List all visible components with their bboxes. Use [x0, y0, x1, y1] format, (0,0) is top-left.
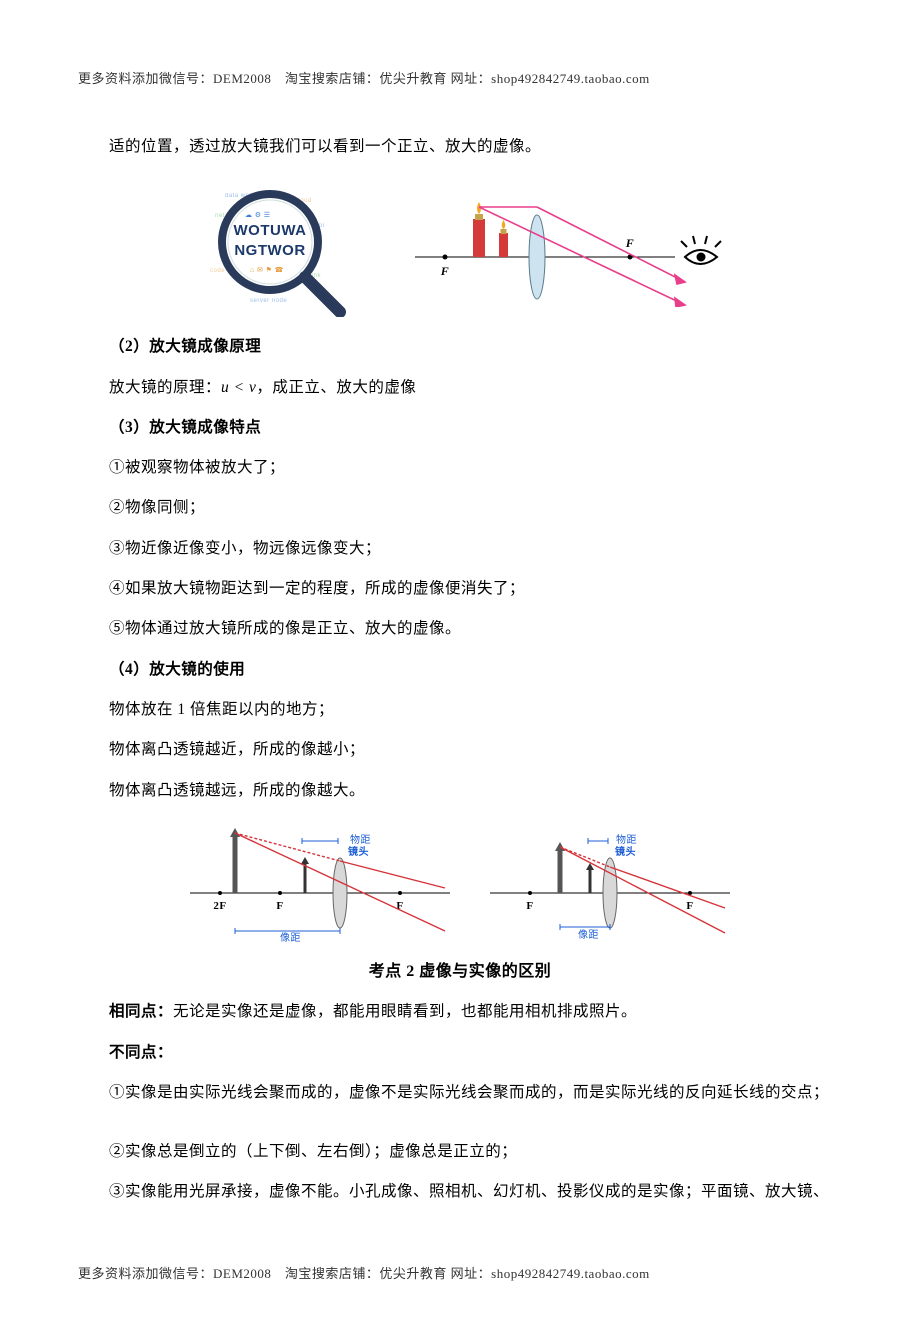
svg-text:F: F — [440, 264, 450, 278]
lens-diagram-left: 2F F F 物距 镜头 — [190, 823, 450, 943]
svg-text:net: net — [215, 213, 225, 219]
svg-text:NGTWOR: NGTWOR — [234, 242, 305, 259]
svg-text:WOTUWA: WOTUWA — [234, 222, 307, 239]
svg-text:镜头: 镜头 — [615, 845, 636, 858]
svg-text:F: F — [276, 900, 283, 912]
section-2-body: 放大镜的原理：u < v，成正立、放大的虚像 — [78, 368, 842, 408]
sec3-item-1: ①被观察物体被放大了； — [78, 448, 842, 488]
svg-text:物距: 物距 — [350, 833, 371, 846]
section-4-title: （4）放大镜的使用 — [78, 650, 842, 690]
diff-item-2: ②实像总是倒立的（上下倒、左右倒）；虚像总是正立的； — [78, 1132, 842, 1172]
svg-text:server node: server node — [250, 298, 287, 304]
sec4-item-1: 物体放在 1 倍焦距以内的地方； — [78, 690, 842, 730]
magnifier-illustration: data web cloud net api code link server … — [195, 177, 365, 317]
diff-item-3: ③实像能用光屏承接，虚像不能。小孔成像、照相机、幻灯机、投影仪成的是实像；平面镜… — [78, 1172, 842, 1212]
same-point-line: 相同点：无论是实像还是虚像，都能用眼睛看到，也都能用相机排成照片。 — [78, 992, 842, 1032]
sec4-item-3: 物体离凸透镜越远，所成的像越大。 — [78, 771, 842, 811]
sec4-item-2: 物体离凸透镜越近，所成的像越小； — [78, 730, 842, 770]
svg-text:F: F — [625, 236, 635, 250]
sec3-item-3: ③物近像近像变小，物远像远像变大； — [78, 529, 842, 569]
svg-text:code: code — [210, 268, 225, 274]
svg-text:像距: 像距 — [578, 929, 599, 941]
svg-text:像距: 像距 — [280, 932, 301, 943]
sec3-item-2: ②物像同侧； — [78, 488, 842, 528]
page-footer: 更多资料添加微信号：DEM2008 淘宝搜索店铺：优尖升教育 网址：shop49… — [78, 1263, 842, 1282]
svg-text:☁ ⚙ ☰: ☁ ⚙ ☰ — [245, 211, 271, 219]
intro-line: 适的位置，透过放大镜我们可以看到一个正立、放大的虚像。 — [78, 127, 842, 167]
svg-text:2F: 2F — [213, 900, 226, 912]
diff-item-1: ①实像是由实际光线会聚而成的，虚像不是实际光线会聚而成的，而是实际光线的反向延长… — [78, 1073, 842, 1113]
sec3-item-4: ④如果放大镜物距达到一定的程度，所成的虚像便消失了； — [78, 569, 842, 609]
kaodian-2-title: 考点 2 虚像与实像的区别 — [78, 951, 842, 993]
svg-text:F: F — [686, 900, 693, 912]
figure-1-row: data web cloud net api code link server … — [78, 177, 842, 317]
diff-point-label: 不同点： — [78, 1033, 842, 1073]
lens-ray-diagram: F F — [415, 187, 725, 307]
page-header: 更多资料添加微信号：DEM2008 淘宝搜索店铺：优尖升教育 网址：shop49… — [78, 68, 842, 87]
sec3-item-5: ⑤物体通过放大镜所成的像是正立、放大的虚像。 — [78, 609, 842, 649]
svg-text:物距: 物距 — [616, 833, 637, 846]
virtual-image-candle — [473, 202, 485, 257]
svg-text:F: F — [526, 900, 533, 912]
section-3-title: （3）放大镜成像特点 — [78, 408, 842, 448]
figure-2-row: 2F F F 物距 镜头 — [78, 823, 842, 943]
object-candle — [499, 220, 508, 257]
eye-icon — [681, 236, 721, 264]
section-2-title: （2）放大镜成像原理 — [78, 327, 842, 367]
svg-text:镜头: 镜头 — [348, 845, 369, 858]
svg-text:⌂ ✉ ⚑ ☎: ⌂ ✉ ⚑ ☎ — [250, 266, 284, 274]
lens-diagram-right: F F 物距 镜头 — [490, 823, 730, 943]
